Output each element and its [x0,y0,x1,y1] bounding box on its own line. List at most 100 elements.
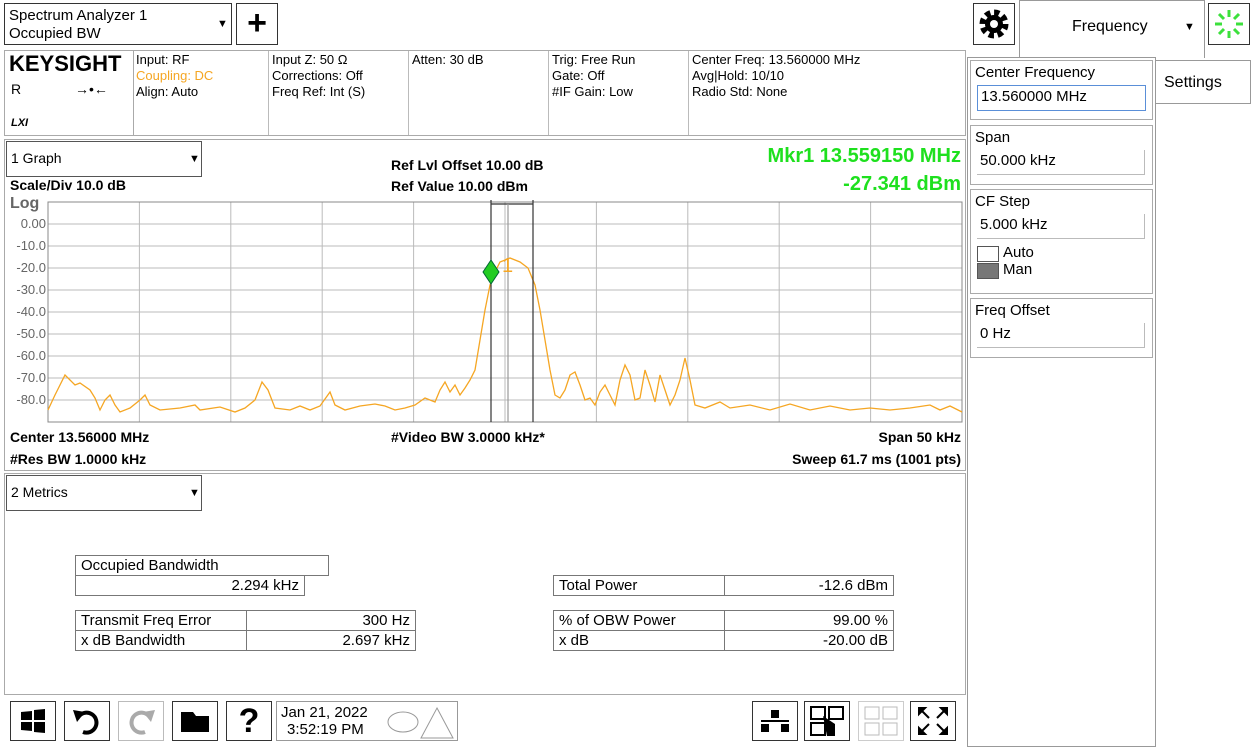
sweep: Sweep 61.7 ms (1001 pts) [792,451,961,467]
log-label: Log [10,195,40,212]
marker-amplitude: -27.341 dBm [843,173,961,195]
touch-button[interactable] [804,701,850,741]
info-text: Avg|Hold: 10/10 [692,68,785,83]
time: 3:52:19 PM [287,721,364,738]
center-freq: Center 13.56000 MHz [10,429,150,445]
dropdown-arrow: ▼ [189,153,200,165]
graph-title: 1 Graph [11,150,62,166]
info-text: Freq Ref: Int (S) [272,84,366,99]
spinner-icon [1215,10,1243,38]
redo-button[interactable] [118,701,164,741]
softkey-label: Freq Offset [975,302,1050,319]
settings-gear[interactable] [973,3,1015,45]
info-text: #IF Gain: Low [552,84,633,99]
annotation-icons [387,706,454,739]
info-text: Center Freq: 13.560000 MHz [692,52,861,67]
divider [408,51,409,135]
info-text: Trig: Free Run [552,52,636,67]
folder-icon [181,712,209,732]
settings-label: Settings [1164,74,1222,91]
video-bw: #Video BW 3.0000 kHz* [391,429,545,445]
fullscreen-icon [918,707,948,735]
ref-offset: Ref Lvl Offset 10.00 dB [391,157,544,173]
windows-icon [21,709,45,733]
y-tick-label: -10.0 [16,238,46,253]
info-text: Radio Std: None [692,84,788,99]
brand: KEYSIGHT [9,51,122,76]
graph-selector[interactable]: 1 Graph ▼ [6,141,202,177]
gear-icon [979,9,1009,39]
metric-value: 2.697 kHz [246,630,416,651]
clock: Jan 21, 2022 3:52:19 PM [276,701,458,741]
metrics-selector[interactable]: 2 Metrics ▼ [6,475,202,511]
touch-icon [810,706,844,736]
softkey[interactable]: Freq Offset 0 Hz [970,298,1153,358]
multiview-icon [864,706,898,736]
marker-frequency: Mkr1 13.559150 MHz [767,145,961,167]
y-tick-label: -30.0 [16,282,46,297]
y-tick-label: -50.0 [16,326,46,341]
metric-label: Transmit Freq Error [75,610,247,631]
undo-icon [73,710,99,735]
info-bar: KEYSIGHT R →•← LXI [4,50,966,136]
metric-value: -12.6 dBm [724,575,894,596]
option-box [977,263,999,279]
metric-label: x dB Bandwidth [75,630,247,651]
y-tick-label: -60.0 [16,348,46,363]
y-tick-label: 0.00 [20,216,46,231]
settings-tab[interactable]: Settings [1155,60,1251,104]
res-bw: #Res BW 1.0000 kHz [10,451,147,467]
softkey[interactable]: CF Step 5.000 kHz Auto Man [970,189,1153,294]
info-text: Corrections: Off [272,68,363,83]
app-selector[interactable]: Spectrum Analyzer 1 Occupied BW ▼ [4,3,232,45]
tab-label: Frequency [1072,18,1148,35]
y-tick-label: -20.0 [16,260,46,275]
undo-button[interactable] [64,701,110,741]
frequency-tab[interactable]: Frequency ▼ [1019,0,1205,58]
y-tick-label: -70.0 [16,370,46,385]
metric-label: x dB [553,630,725,651]
windows-button[interactable] [10,701,56,741]
info-text: Coupling: DC [136,68,214,83]
busy-indicator [1208,3,1250,45]
metric-label: % of OBW Power [553,610,725,631]
file-button[interactable] [172,701,218,741]
add-button[interactable]: + [236,3,278,45]
dropdown-arrow: ▼ [217,18,228,30]
softkey[interactable]: Center Frequency 13.560000 MHz [970,60,1153,120]
input-icon: →•← [75,81,108,97]
info-text: Input: RF [136,52,190,67]
obw-label: Occupied Bandwidth [75,555,329,576]
metrics-title: 2 Metrics [11,484,68,500]
redo-icon [129,710,155,735]
multiview-button[interactable] [858,701,904,741]
date: Jan 21, 2022 [281,704,368,721]
divider [133,51,134,135]
softkey-value: 5.000 kHz [977,214,1145,239]
obw-value: 2.294 kHz [75,575,305,596]
option-box [977,246,999,262]
fullscreen-button[interactable] [910,701,956,741]
layout-button[interactable] [752,701,798,741]
y-tick-label: -80.0 [16,392,46,407]
softkey-label: Span [975,129,1011,146]
softkey-value: 50.000 kHz [977,150,1145,175]
help-button[interactable]: ? [226,701,272,741]
scale-div: Scale/Div 10.0 dB [10,177,126,193]
softkey-value: 13.560000 MHz [977,85,1146,111]
metric-value: 99.00 % [724,610,894,631]
option-label: Man [1003,261,1033,278]
span: Span 50 kHz [878,429,961,445]
info-text: Gate: Off [552,68,605,83]
metric-value: -20.00 dB [724,630,894,651]
divider [688,51,689,135]
ref-value: Ref Value 10.00 dBm [391,178,528,194]
softkey-value: 0 Hz [977,323,1145,348]
option-label: Auto [1003,244,1034,261]
layout-icon [761,710,789,732]
metric-label: Total Power [553,575,725,596]
softkey[interactable]: Span 50.000 kHz [970,125,1153,185]
info-text: Atten: 30 dB [412,52,484,67]
divider [548,51,549,135]
remote-indicator: R [11,81,22,97]
